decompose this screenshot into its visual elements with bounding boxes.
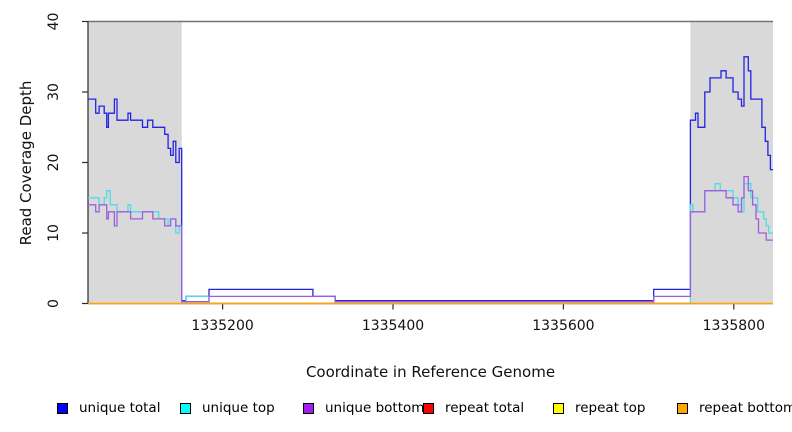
legend: unique total unique top unique bottom repea… xyxy=(0,400,792,420)
legend-item-repeat-top: repeat top xyxy=(553,400,645,416)
legend-swatch-repeat-bottom-icon xyxy=(677,402,688,414)
legend-item-unique-total: unique total xyxy=(57,400,160,416)
legend-label-repeat-total: repeat total xyxy=(445,400,525,416)
y-tick-label: 40 xyxy=(46,13,62,31)
y-axis-label: Read Coverage Depth xyxy=(17,80,35,246)
x-tick-label: 1335200 xyxy=(191,318,253,334)
legend-item-repeat-total: repeat total xyxy=(423,400,524,416)
legend-label-unique-top: unique top xyxy=(202,400,275,416)
y-tick-label: 30 xyxy=(46,83,62,101)
shaded-region-left-flank xyxy=(88,22,182,303)
y-tick-label: 20 xyxy=(46,154,62,172)
legend-label-repeat-top: repeat top xyxy=(575,400,646,416)
series-unique-top xyxy=(88,183,773,305)
legend-label-repeat-bottom: repeat bottom xyxy=(699,400,792,416)
legend-swatch-unique-total-icon xyxy=(57,402,68,414)
legend-item-unique-bottom: unique bottom xyxy=(303,400,424,416)
y-tick-label: 0 xyxy=(46,299,62,308)
legend-label-unique-total: unique total xyxy=(79,400,161,416)
x-tick-label: 1335400 xyxy=(362,318,424,334)
series-unique-total xyxy=(88,56,773,302)
legend-swatch-repeat-total-icon xyxy=(423,402,434,414)
legend-item-repeat-bottom: repeat bottom xyxy=(677,400,792,416)
legend-swatch-unique-top-icon xyxy=(180,402,191,414)
legend-item-unique-top: unique top xyxy=(180,400,275,416)
y-tick-label: 10 xyxy=(46,224,62,242)
shaded-region-right-flank xyxy=(690,22,773,303)
legend-swatch-repeat-top-icon xyxy=(553,402,564,414)
x-tick-label: 1335800 xyxy=(703,318,765,334)
legend-swatch-unique-bottom-icon xyxy=(303,402,314,414)
series-unique-bottom xyxy=(88,175,773,303)
x-axis-label: Coordinate in Reference Genome xyxy=(305,363,556,381)
x-tick-label: 1335600 xyxy=(532,318,594,334)
legend-label-unique-bottom: unique bottom xyxy=(325,400,425,416)
